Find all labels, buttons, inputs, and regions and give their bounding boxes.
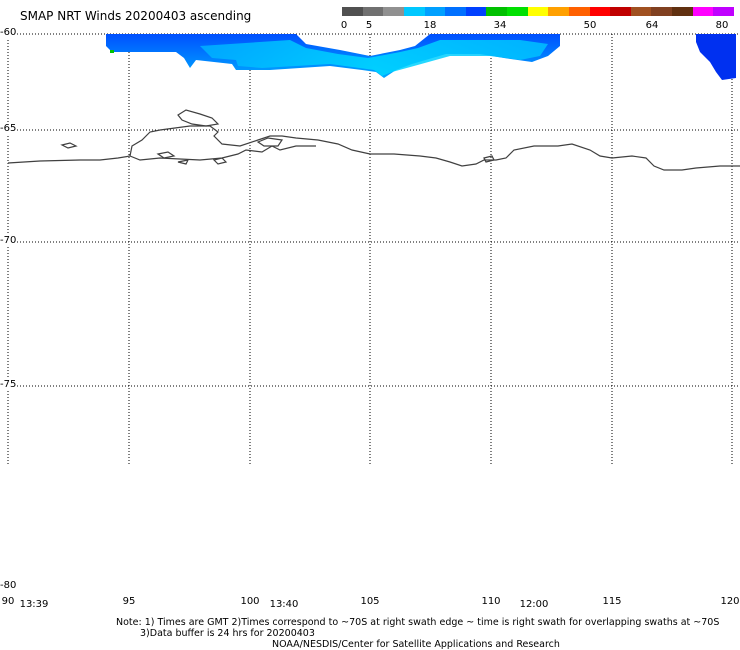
lat-label: -75 <box>0 379 17 390</box>
colorbar-swatch <box>424 7 446 16</box>
lat-label: -70 <box>0 235 17 246</box>
lon-label: 105 <box>360 596 380 607</box>
lon-label: 120 <box>720 596 740 607</box>
colorbar-swatch <box>651 7 673 16</box>
colorbar-swatch <box>630 7 652 16</box>
wind-swaths <box>106 34 736 80</box>
lon-label: 100 <box>240 596 260 607</box>
colorbar-tick-label: 50 <box>583 20 597 31</box>
colorbar-swatch <box>342 7 364 16</box>
colorbar-tick-label: 80 <box>715 20 729 31</box>
colorbar-swatch <box>527 7 549 16</box>
colorbar-swatch <box>507 7 529 16</box>
graticule <box>7 33 740 466</box>
lat-label: -65 <box>0 123 17 134</box>
lon-label: 115 <box>602 596 622 607</box>
colorbar-swatch <box>589 7 611 16</box>
swath-time-label: 13:40 <box>269 599 299 610</box>
note-line: Note: 1) Times are GMT 2)Times correspon… <box>116 617 720 628</box>
antarctic-coastline <box>7 109 740 171</box>
map-title: SMAP NRT Winds 20200403 ascending <box>20 9 252 23</box>
colorbar-swatch <box>610 7 632 16</box>
colorbar-swatch <box>383 7 405 16</box>
colorbar-swatch <box>672 7 694 16</box>
colorbar-swatch <box>465 7 487 16</box>
wind-swath-west-light <box>200 40 548 76</box>
lon-label: 90 <box>1 596 15 607</box>
swath-time-label: 12:00 <box>519 599 549 610</box>
wind-swath-east <box>696 34 736 80</box>
colorbar-swatch <box>568 7 591 16</box>
credit-line: NOAA/NESDIS/Center for Satellite Applica… <box>272 639 560 650</box>
colorbar-tick-label: 64 <box>645 20 659 31</box>
colorbar-swatch <box>403 7 426 16</box>
note-line: 3)Data buffer is 24 hrs for 20200403 <box>140 628 315 639</box>
lon-label: 95 <box>122 596 136 607</box>
colorbar-swatch <box>445 7 467 16</box>
lon-label: 110 <box>481 596 501 607</box>
colorbar-tick-label: 0 <box>340 20 348 31</box>
colorbar-tick-label: 5 <box>365 20 373 31</box>
lat-label: -60 <box>0 27 17 38</box>
swath-time-label: 13:39 <box>19 599 49 610</box>
colorbar-swatch <box>548 7 570 16</box>
colorbar-tick-label: 18 <box>423 20 437 31</box>
colorbar-swatch <box>713 7 735 16</box>
colorbar-swatch <box>692 7 714 16</box>
colorbar-tick-label: 34 <box>493 20 507 31</box>
colorbar-swatch <box>362 7 384 16</box>
colorbar-swatch <box>486 7 508 16</box>
lat-label: -80 <box>0 580 17 591</box>
